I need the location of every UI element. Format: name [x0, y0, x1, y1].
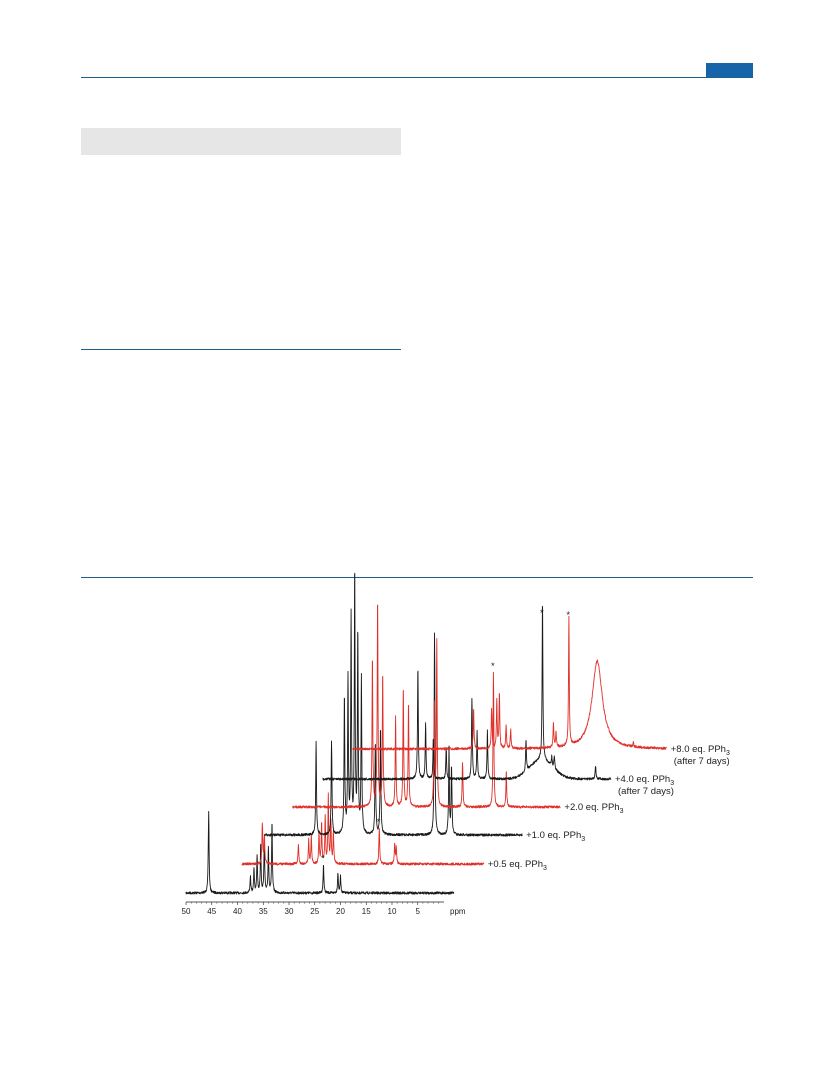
impurity-asterisk: * [377, 817, 381, 828]
x-tick-label: 40 [233, 907, 242, 916]
figure-top-rule [81, 577, 753, 578]
impurity-markers: * * * * * [321, 608, 570, 864]
x-tick-label: 25 [310, 907, 319, 916]
header-page-tab [706, 63, 753, 77]
section-heading-bar [81, 128, 401, 155]
impurity-asterisk: * [491, 661, 495, 672]
spectrum-label-note-4: (after 7 days) [618, 786, 674, 797]
impurity-asterisk: * [540, 608, 544, 619]
spectrum-trace-3 [292, 604, 561, 809]
spectrum-label-1: +0.5 eq. PPh3 [488, 859, 547, 872]
impurity-asterisk: * [321, 853, 325, 864]
x-axis-unit-label: ppm [450, 907, 466, 916]
ppm-axis: 50 45 40 35 30 25 20 15 10 5 ppm [182, 901, 466, 916]
spectrum-trace-4 [322, 605, 612, 781]
spectra-traces [185, 572, 667, 895]
x-tick-label: 45 [207, 907, 216, 916]
x-tick-label: 50 [182, 907, 191, 916]
spectrum-label-note-5: (after 7 days) [674, 756, 730, 767]
spectrum-label-3: +2.0 eq. PPh3 [564, 802, 623, 815]
x-tick-label: 30 [285, 907, 294, 916]
spectrum-label-4: +4.0 eq. PPh3 [615, 774, 674, 787]
spectrum-trace-2 [264, 572, 523, 837]
spectrum-label-5: +8.0 eq. PPh3 [671, 744, 730, 757]
x-tick-label: 15 [362, 907, 371, 916]
x-tick-label: 10 [388, 907, 397, 916]
x-tick-label: 35 [259, 907, 268, 916]
header-rule [81, 77, 753, 78]
spectrum-trace-5 [352, 615, 667, 751]
spectrum-trace-0 [185, 810, 455, 895]
x-tick-label: 5 [416, 907, 421, 916]
impurity-asterisk: * [566, 610, 570, 621]
x-tick-label: 20 [336, 907, 345, 916]
spectrum-trace-1 [241, 792, 485, 866]
spectrum-labels: +0.5 eq. PPh3 +1.0 eq. PPh3 +2.0 eq. PPh3 +… [488, 744, 730, 872]
spectrum-label-2: +1.0 eq. PPh3 [526, 830, 585, 843]
column-divider-rule [81, 349, 401, 350]
